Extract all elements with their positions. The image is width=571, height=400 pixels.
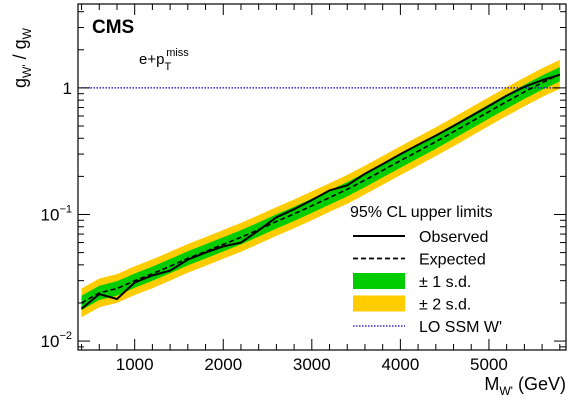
x-axis-title: MW' (GeV) — [484, 374, 566, 398]
x-tick-label: 4000 — [381, 355, 419, 374]
legend: 95% CL upper limits Observed Expected ± 1 … — [350, 204, 502, 336]
legend-swatch-2sd — [353, 295, 405, 312]
expected-line — [81, 73, 561, 304]
uncertainty-bands — [81, 59, 560, 318]
legend-swatch-1sd — [353, 273, 405, 289]
legend-label: Observed — [419, 229, 488, 246]
channel-label-sub: T — [164, 61, 171, 73]
legend-label: Expected — [419, 252, 486, 269]
y-tick-label: 1 — [63, 79, 72, 98]
legend-label: LO SSM W' — [419, 319, 502, 336]
x-tick-label: 2000 — [204, 355, 242, 374]
legend-entry: ± 1 s.d. — [353, 273, 471, 291]
channel-label: e+pTmiss — [139, 47, 189, 73]
x-tick-label: 3000 — [293, 355, 331, 374]
frame-rect — [77, 3, 567, 351]
legend-label: ± 2 s.d. — [419, 297, 471, 314]
plot-frame — [77, 3, 567, 351]
legend-title: 95% CL upper limits — [350, 204, 493, 221]
legend-label: ± 1 s.d. — [419, 274, 471, 291]
legend-entry: LO SSM W' — [353, 319, 502, 336]
observed-line — [80, 73, 561, 310]
x-tick-label: 1000 — [116, 355, 154, 374]
legend-entry: ± 2 s.d. — [353, 295, 471, 314]
y-tick-label: 10−2 — [41, 330, 72, 351]
axis-ticks: 1000 2000 3000 4000 5000 10−2 10−1 1 — [41, 4, 566, 374]
band-1sd — [81, 67, 560, 310]
x-axis-title-sub: W' — [499, 384, 513, 398]
legend-entry: Observed — [353, 229, 488, 246]
experiment-label: CMS — [92, 17, 134, 38]
limit-lines — [80, 73, 561, 310]
y-tick-label: 10−1 — [41, 203, 72, 224]
y-axis-title: gW' / gW — [10, 27, 34, 88]
x-tick-label: 5000 — [470, 355, 508, 374]
legend-entry: Expected — [353, 252, 486, 269]
channel-label-sup: miss — [166, 47, 189, 59]
